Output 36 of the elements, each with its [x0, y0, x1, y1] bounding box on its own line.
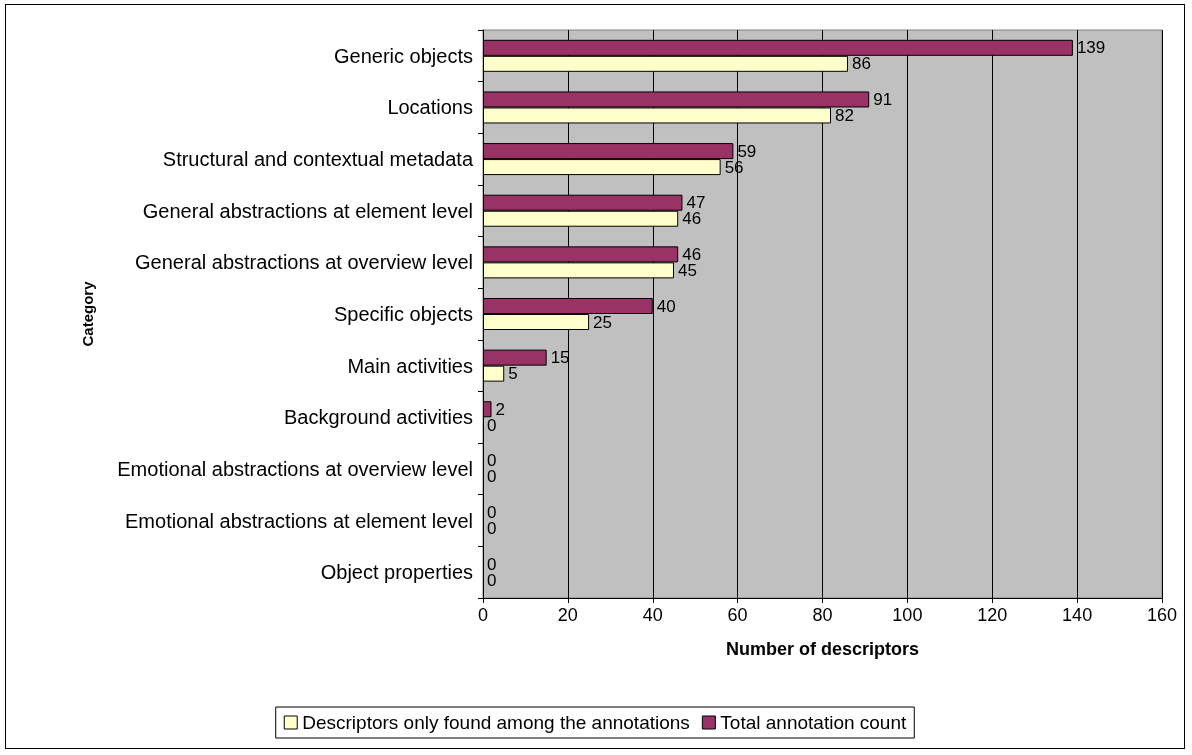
data-label: 40: [656, 296, 676, 316]
y-tick-label: Generic objects: [334, 44, 473, 67]
data-label: 2: [495, 399, 505, 419]
y-tick-label: Object properties: [320, 561, 473, 584]
legend-label: Total annotation count: [720, 712, 907, 733]
data-label: 25: [593, 312, 613, 332]
y-tick-label: General abstractions at element level: [142, 199, 473, 222]
y-tick-label: Locations: [387, 96, 473, 119]
data-label: 86: [851, 54, 871, 74]
y-tick-label: General abstractions at overview level: [135, 251, 473, 274]
x-axis-title: Number of descriptors: [725, 639, 920, 659]
x-tick-label: 0: [477, 605, 489, 625]
x-tick-label: 80: [812, 605, 833, 625]
bar: [483, 401, 492, 418]
y-tick-label: Main activities: [347, 354, 473, 377]
y-tick-label: Structural and contextual metadata: [162, 148, 474, 171]
x-tick-label: 120: [977, 605, 1008, 625]
y-tick-label: Emotional abstractions at overview level: [117, 457, 473, 480]
y-axis-title: Category: [79, 280, 96, 347]
x-tick-label: 140: [1062, 605, 1093, 625]
y-tick-label: Specific objects: [334, 303, 473, 325]
x-tick-label: 100: [892, 605, 923, 625]
x-tick-label: 160: [1146, 605, 1178, 625]
legend-label: Descriptors only found among the annotations: [302, 712, 690, 733]
data-label: 139: [1076, 38, 1106, 58]
data-label: 5: [508, 364, 518, 384]
data-label: 0: [487, 415, 497, 435]
x-tick-label: 60: [727, 605, 748, 625]
data-label: 91: [873, 89, 893, 109]
data-label: 82: [834, 105, 854, 125]
y-tick-label: Emotional abstractions at element level: [125, 509, 473, 532]
x-tick-label: 40: [642, 605, 663, 625]
x-tick-label: 20: [557, 605, 578, 625]
data-label: 15: [550, 348, 570, 368]
data-label: 59: [737, 141, 757, 161]
y-tick-label: Background activities: [284, 406, 473, 429]
